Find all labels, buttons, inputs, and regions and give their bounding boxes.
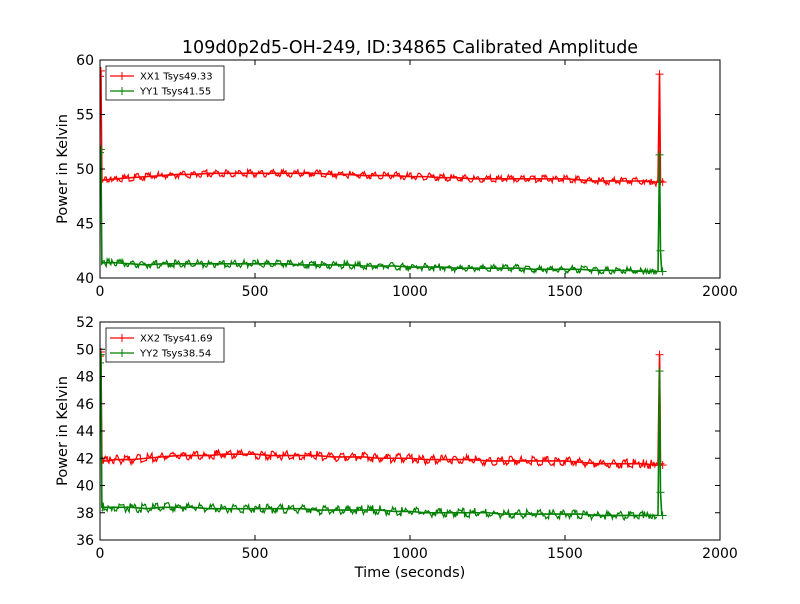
data-point-marker [655,70,664,79]
x-tick-label: 1500 [547,546,583,562]
series-noise-band [101,448,658,470]
x-tick-label: 0 [96,546,105,562]
data-point-marker [658,511,667,520]
legend-box [105,327,225,363]
data-point-marker [658,267,667,276]
series-line [100,70,663,183]
data-point-marker [656,488,665,497]
y-tick-label: 44 [76,424,94,440]
x-tick-label: 1500 [547,284,583,300]
legend-entry: XX2 Tsys41.69 [110,334,213,345]
y-tick-label: 52 [76,315,94,331]
legend-label: XX1 Tsys49.33 [140,72,213,83]
data-point-marker [655,150,664,159]
y-tick-label: 42 [76,451,94,467]
y-tick-label: 50 [76,162,94,178]
y-tick-label: 60 [76,53,94,69]
data-point-marker [100,358,104,367]
legend-box [105,65,225,101]
legend-label: YY2 Tsys38.54 [139,349,211,360]
x-tick-label: 2000 [702,546,738,562]
plot-panel-2: 0 500 1000 1500 2000 36 38 40 42 44 46 48 50 52 Power … [55,315,738,562]
series-2-2 [100,350,667,522]
figure-title: 109d0p2d5-OH-249, ID:34865 Calibrated Am… [182,38,638,58]
series-line [100,351,663,466]
y-axis-label: Power in Kelvin [55,114,71,224]
data-point-marker [655,350,664,359]
data-point-marker [655,367,664,376]
x-tick-label: 500 [242,284,269,300]
data-point-marker [100,145,105,154]
plot-panel-1: 0 500 1000 1500 2000 40 45 50 55 60 Power in Kelvi… [55,53,738,300]
data-point-marker [100,352,104,361]
series-noise-band [101,501,658,522]
x-axis-label: Time (seconds) [354,565,466,581]
legend: XX1 Tsys49.33 YY1 Tsys41.55 [105,65,225,101]
legend: XX2 Tsys41.69 YY2 Tsys38.54 [105,327,225,363]
y-axis-label: Power in Kelvin [55,376,71,486]
legend-entry: XX1 Tsys49.33 [110,72,213,83]
legend-label: XX2 Tsys41.69 [140,334,213,345]
y-tick-label: 55 [76,108,94,124]
series-line [100,354,664,517]
legend-entry: YY2 Tsys38.54 [110,349,211,360]
data-point-marker [100,350,105,359]
x-tick-label: 1000 [392,284,428,300]
y-tick-label: 40 [76,479,94,495]
series-line [100,149,663,273]
data-point-marker [100,66,105,75]
series-noise-band [101,167,658,188]
y-tick-label: 40 [76,271,94,287]
x-tick-label: 500 [242,546,269,562]
legend-entry: YY1 Tsys41.55 [110,87,211,98]
y-tick-label: 45 [76,217,94,233]
data-point-marker [100,148,104,157]
y-tick-label: 46 [76,397,94,413]
series-1-2 [100,145,667,277]
y-tick-label: 48 [76,370,94,386]
data-point-marker [656,246,665,255]
x-tick-label: 1000 [392,546,428,562]
y-tick-label: 36 [76,533,94,549]
x-tick-label: 0 [96,284,105,300]
y-tick-label: 38 [76,506,94,522]
y-tick-label: 50 [76,342,94,358]
legend-label: YY1 Tsys41.55 [139,87,211,98]
x-tick-label: 2000 [702,284,738,300]
data-point-marker [100,72,104,81]
